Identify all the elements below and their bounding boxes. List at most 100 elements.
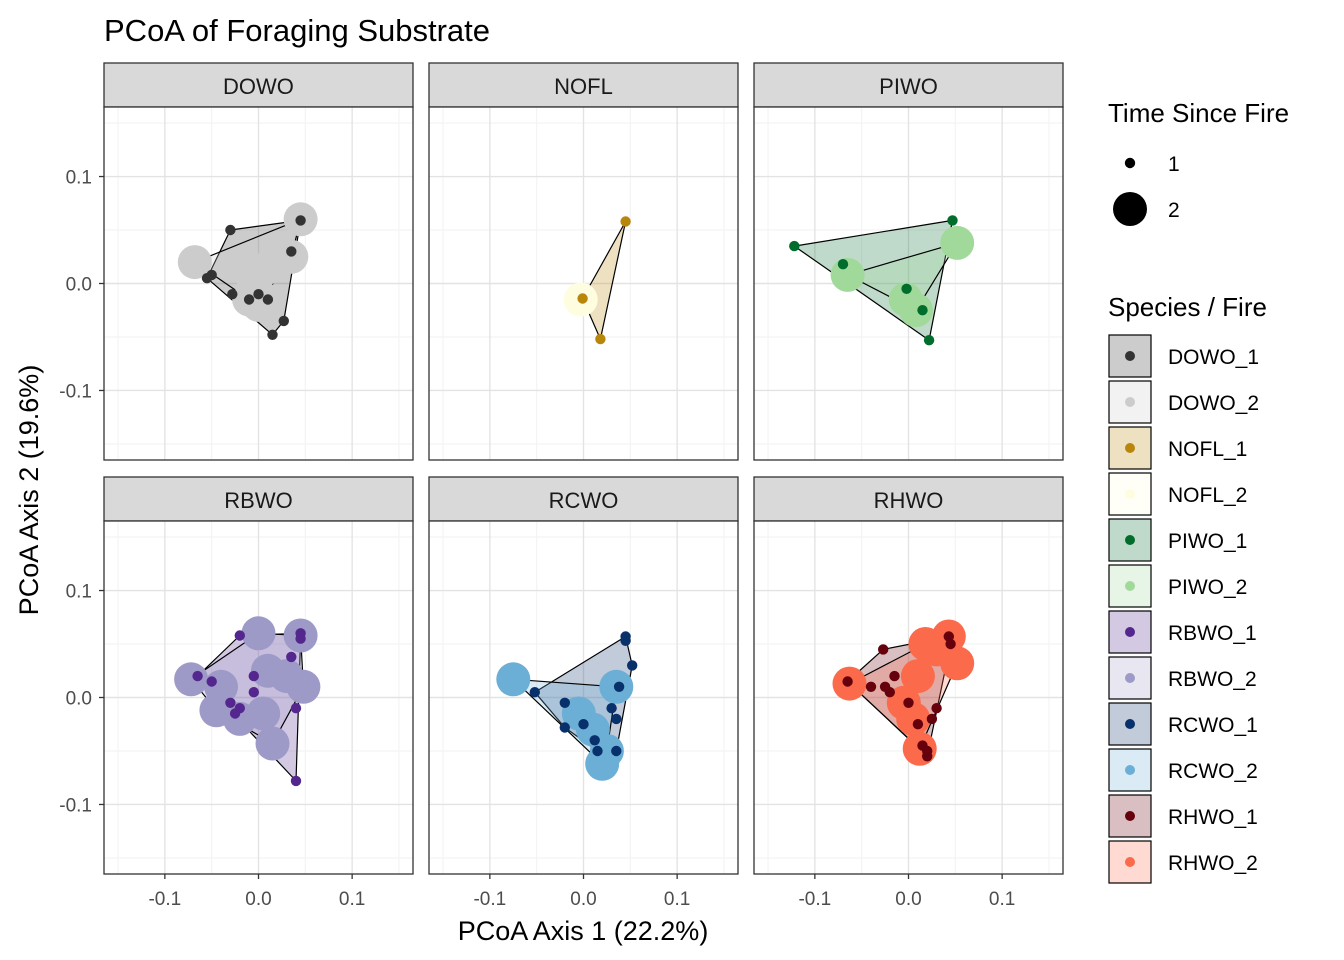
point-rcwo_1 [578,719,589,730]
points [496,631,638,781]
legend-label: PIWO_2 [1168,576,1247,599]
x-tick-label: 0.0 [895,889,921,910]
legend-key-point [1125,489,1135,499]
point-rcwo_2 [496,662,531,697]
y-tick-label: 0.0 [66,275,92,296]
point-rcwo_1 [620,635,631,646]
point-piwo_1 [837,259,849,270]
point-rcwo_1 [529,687,540,698]
facet-strip [103,62,414,108]
point-rbwo_2 [241,616,276,651]
point-dowo_1 [267,329,278,340]
point-dowo_1 [227,289,238,300]
major-grid [104,107,413,460]
legend-key-point [1125,765,1135,775]
point-rcwo_1 [611,713,622,725]
legend-title: Time Since Fire [1108,98,1289,128]
legend-label: RBWO_2 [1168,668,1257,691]
x-tick-label: 0.1 [339,889,365,910]
point-piwo_1 [923,335,935,346]
facet-panel-rcwo: RCWO -0.1 0.0 0.1 [428,476,739,910]
point-rbwo_1 [192,670,203,682]
point-rbwo_1 [295,628,306,639]
x-tick-label: 0.0 [570,889,596,910]
point-rbwo_1 [206,676,217,687]
legend-label: RCWO_1 [1168,714,1258,737]
legend-key-point [1125,535,1135,545]
point-rcwo_2 [585,746,620,781]
legend-key-point [1125,397,1135,407]
legend-label: NOFL_2 [1168,484,1247,507]
point-rhwo_1 [889,670,900,682]
points [563,216,631,345]
point-rhwo_2 [908,627,943,661]
legend-key-point [1125,351,1135,361]
point-dowo_1 [225,224,236,236]
y-tick-label: 0.1 [66,582,92,603]
facet-strip [753,62,1064,108]
point-piwo_2 [899,293,933,328]
facet-panel-rbwo: RBWO -0.1 0.0 0.1 -0.1 0.0 0.1 [59,476,414,910]
point-rhwo_1 [922,751,933,762]
legend-key-point [1125,719,1135,729]
legend-label: 2 [1168,199,1180,222]
legend-label: DOWO_2 [1168,392,1259,415]
hull-piwo_2 [846,242,958,311]
facet-panel-rhwo: RHWO -0.1 0.0 0.1 [753,476,1064,910]
legend-key-nofl_1 [1108,426,1152,470]
legend-key-point [1125,811,1135,821]
facet-strip-label: NOFL [554,74,613,99]
point-dowo_1 [286,246,297,257]
facet-strip-label: RCWO [549,488,619,513]
panel-border [753,106,1064,461]
legend-key-point [1125,443,1135,453]
point-dowo_1 [295,215,306,226]
point-piwo_1 [789,240,800,252]
point-dowo_1 [243,294,255,305]
point-rhwo_1 [884,687,895,698]
x-tick-label: -0.1 [798,889,831,910]
facet-panels: DOWO -0.1 0.0 0.1 NOFL PIWO RBWO -0.1 0.0 0.1 -0.1… [59,62,1064,910]
point-rhwo_2 [900,659,935,694]
point-nofl_1 [595,333,606,345]
x-tick-label: 0.1 [989,889,1015,910]
point-rhwo_1 [878,644,889,655]
points [177,202,318,340]
legend-key-point [1125,857,1135,867]
point-rbwo_1 [225,697,236,708]
legend-key-point [1125,581,1135,591]
point-rbwo_2 [286,669,321,704]
legend-size-key [1124,157,1136,169]
legend: Time Since Fire 1 2 Species / Fire DOWO_1 DOW… [1108,98,1289,884]
point-rcwo_1 [589,735,600,746]
facet-strip [428,62,739,108]
point-nofl_1 [620,216,631,227]
legend-label: PIWO_1 [1168,530,1247,553]
points [174,616,321,787]
facet-strip [753,476,1064,522]
major-grid [429,521,738,874]
point-rbwo_2 [246,696,281,731]
point-rhwo_2 [940,646,975,681]
legend-label: RHWO_1 [1168,806,1258,829]
legend-label: NOFL_1 [1168,438,1247,461]
legend-species-fire: Species / Fire DOWO_1 DOWO_2 NOFL_1 NOFL_2 PI… [1108,292,1267,884]
y-axis-label: PCoA Axis 2 (19.6%) [14,365,44,616]
x-tick-label: 0.1 [664,889,690,910]
x-axis-label: PCoA Axis 1 (22.2%) [458,916,709,946]
point-dowo_2 [177,245,212,280]
point-rcwo_1 [611,745,622,757]
point-rbwo_2 [174,662,209,697]
facet-panel-piwo: PIWO [753,62,1064,461]
chart-title: PCoA of Foraging Substrate [104,13,490,48]
legend-time-since-fire: Time Since Fire 1 2 [1108,98,1289,226]
legend-size-key [1113,192,1147,226]
point-dowo_1 [262,294,274,305]
points [789,215,975,346]
point-rhwo_1 [903,697,914,708]
legend-key-point [1125,627,1135,637]
x-tick-label: -0.1 [473,889,506,910]
x-tick-label: 0.0 [245,889,271,910]
point-rbwo_1 [248,687,259,698]
point-rcwo_1 [592,745,603,757]
